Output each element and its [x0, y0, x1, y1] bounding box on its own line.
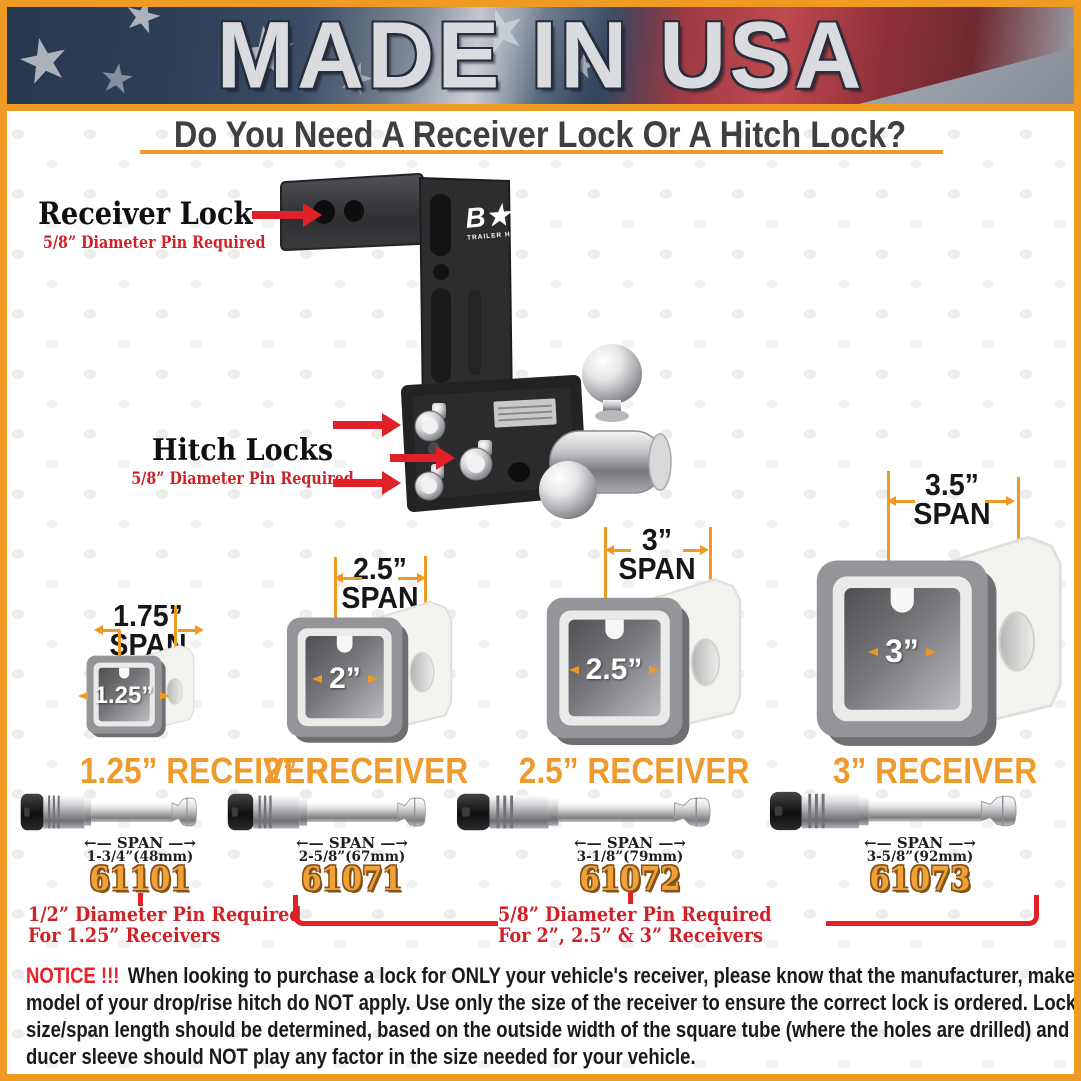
notice-label: NOTICE !!!	[26, 963, 120, 988]
receiver-opening-size-4: 3”	[852, 633, 952, 670]
pin-dimension-4: 3-5/8”(92mm)	[866, 849, 974, 865]
span-arrow-left-4	[887, 496, 915, 506]
opening-arrow-right-icon	[925, 647, 936, 656]
pin-span-label-3: ←— SPAN —→	[574, 834, 686, 852]
svg-text:B★W: B★W	[464, 197, 541, 234]
opening-arrow-left-icon	[868, 647, 879, 656]
pin-dimension-2: 2-5/8”(67mm)	[298, 849, 406, 865]
receiver-label-4: 3” RECEIVER	[832, 750, 1038, 791]
span-arrow-right-2	[398, 573, 426, 583]
opening-arrow-right-icon	[160, 692, 171, 700]
hitch-locks-callout: Hitch Locks 5/8” Diameter Pin Required	[100, 433, 385, 489]
hitch-locks-title: Hitch Locks	[151, 433, 334, 468]
pin-span-label-1: ←— SPAN —→	[84, 834, 196, 852]
pin-note-bracket-right	[826, 895, 1039, 926]
receiver-span-label-1: 1.75” SPAN	[109, 598, 187, 662]
pin-requirement-large: 5/8” Diameter Pin Required For 2”, 2.5” …	[498, 903, 772, 947]
hitch-locks-subtitle: 5/8” Diameter Pin Required	[131, 469, 354, 489]
receiver-label-1: 1.25” RECEIVER	[79, 750, 329, 791]
dim-line-left-4	[887, 471, 890, 631]
hitch-lock-arrow-top	[333, 413, 401, 437]
brand-logo: B★W TRAILER HITCHES	[464, 197, 541, 242]
dim-line-left-3	[604, 527, 607, 637]
span-arrow-right-3	[683, 545, 709, 555]
made-in-usa-banner: ★ ★ ★ ★ ★ ★ ★ MADE IN USA	[7, 7, 1074, 111]
receiver-opening-size-3: 2.5”	[564, 653, 664, 687]
pin-span-label-2: ←— SPAN —→	[296, 834, 408, 852]
notice-block: NOTICE !!! When looking to purchase a loc…	[26, 963, 1081, 1069]
opening-arrow-left-icon	[568, 666, 579, 674]
span-arrow-right-1	[178, 625, 204, 635]
span-arrow-right-4	[985, 496, 1015, 506]
opening-arrow-left-icon	[77, 692, 88, 700]
hitch-product-illustration: B★W TRAILER HITCHES	[280, 172, 672, 519]
made-in-usa-title: MADE IN USA	[216, 7, 865, 109]
opening-arrow-left-icon	[312, 675, 323, 683]
lock-pin-2	[227, 791, 427, 833]
pin-part-number-2: 61071	[301, 859, 403, 898]
pin-dimension-1: 1-3/4”(48mm)	[86, 849, 194, 865]
lock-pin-4	[769, 789, 1018, 833]
lock-pin-3	[456, 791, 712, 833]
pin-part-number-1: 61101	[89, 859, 191, 898]
pin-part-number-4: 61073	[869, 859, 971, 898]
receiver-span-label-3: 3” SPAN	[618, 522, 696, 586]
span-arrow-left-3	[605, 545, 631, 555]
hitch-lock-arrow-middle	[390, 446, 455, 470]
hitch-pin-chrome	[414, 464, 444, 501]
receiver-span-label-4: 3.5” SPAN	[913, 467, 991, 531]
span-arrow-left-1	[94, 625, 120, 635]
receiver-span-label-2: 2.5” SPAN	[341, 551, 419, 615]
dim-line-left-1	[118, 630, 121, 662]
hitch-pin-chrome	[414, 403, 446, 442]
hitch-lock-arrow-bottom	[333, 471, 401, 495]
pin-requirement-small: 1/2” Diameter Pin Required For 1.25” Rec…	[28, 903, 302, 947]
receiver-opening-size-2: 2”	[295, 662, 395, 696]
heading-underline	[140, 150, 943, 154]
receiver-lock-subtitle: 5/8” Diameter Pin Required	[42, 233, 266, 253]
opening-arrow-right-icon	[367, 675, 378, 683]
opening-arrow-right-icon	[649, 666, 660, 674]
pin-dimension-3: 3-1/8”(79mm)	[576, 849, 684, 865]
receiver-lock-arrow	[252, 203, 322, 227]
span-arrow-left-2	[334, 573, 362, 583]
page-question-heading: Do You Need A Receiver Lock Or A Hitch L…	[174, 114, 907, 155]
lock-pin-1	[20, 791, 198, 833]
receiver-lock-title: Receiver Lock	[38, 196, 253, 232]
hitch-pin-chrome	[459, 440, 493, 481]
pin-note-tick-large	[628, 891, 633, 904]
pin-span-label-4: ←— SPAN —→	[864, 834, 976, 852]
receiver-lock-callout: Receiver Lock 5/8” Diameter Pin Required	[24, 196, 266, 253]
receiver-label-3: 2.5” RECEIVER	[518, 750, 750, 791]
pin-note-bracket-left	[293, 895, 498, 926]
receiver-label-2: 2” RECEIVER	[263, 750, 469, 791]
receiver-opening-size-1: 1.25”	[77, 682, 171, 710]
dim-line-left-2	[334, 557, 337, 652]
pin-note-tick-small	[138, 893, 143, 906]
